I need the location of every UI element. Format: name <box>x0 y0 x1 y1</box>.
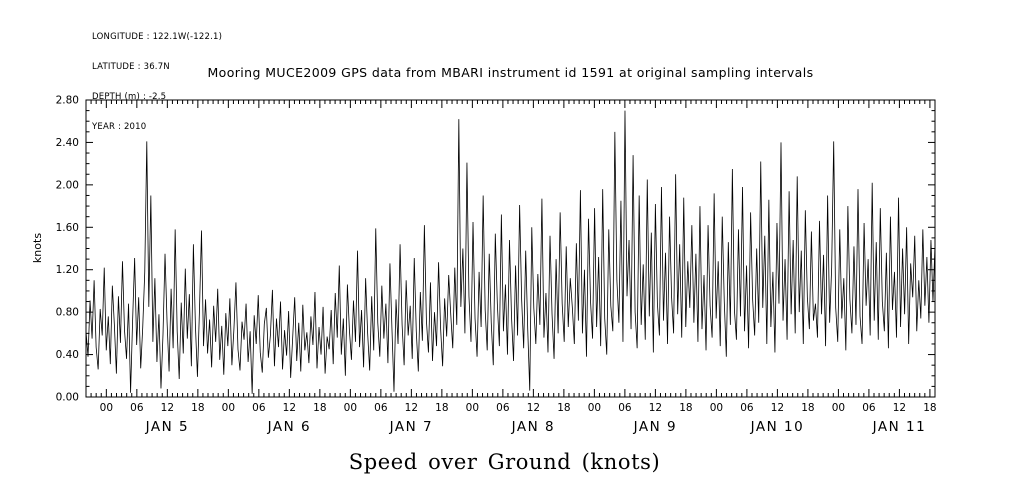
x-day-label: JAN 5 <box>145 419 189 435</box>
chart-title: Mooring MUCE2009 GPS data from MBARI ins… <box>207 65 814 80</box>
y-tick-label: 1.60 <box>56 222 79 234</box>
x-day-label: JAN 10 <box>750 419 805 435</box>
x-hour-label: 18 <box>557 402 570 414</box>
metadata-block: LONGITUDE : 122.1W(-122.1) LATITUDE : 36… <box>92 12 222 142</box>
x-hour-label: 00 <box>710 402 723 414</box>
y-tick-label: 1.20 <box>56 264 79 276</box>
x-hour-label: 06 <box>374 402 388 414</box>
x-hour-label: 18 <box>923 402 936 414</box>
x-hour-label: 06 <box>740 402 754 414</box>
x-hour-label: 06 <box>252 402 266 414</box>
x-hour-label: 18 <box>435 402 448 414</box>
x-hour-label: 18 <box>313 402 326 414</box>
x-day-label: JAN 9 <box>633 419 677 435</box>
x-hour-label: 12 <box>771 402 784 414</box>
x-hour-label: 12 <box>283 402 296 414</box>
x-hour-label: 12 <box>405 402 418 414</box>
x-hour-label: 00 <box>100 402 113 414</box>
x-hour-label: 12 <box>893 402 906 414</box>
x-hour-label: 00 <box>466 402 479 414</box>
metadata-latitude: LATITUDE : 36.7N <box>92 62 170 72</box>
x-hour-label: 00 <box>344 402 357 414</box>
x-day-label: JAN 11 <box>872 419 927 435</box>
x-hour-label: 12 <box>527 402 540 414</box>
metadata-longitude: LONGITUDE : 122.1W(-122.1) <box>92 32 223 42</box>
y-tick-label: 0.40 <box>56 349 79 361</box>
x-day-label: JAN 7 <box>389 419 433 435</box>
x-hour-label: 06 <box>130 402 144 414</box>
metadata-year: YEAR : 2010 <box>92 122 147 132</box>
y-tick-label: 2.00 <box>56 179 79 191</box>
x-hour-label: 18 <box>679 402 692 414</box>
x-hour-label: 12 <box>161 402 174 414</box>
x-hour-label: 06 <box>862 402 876 414</box>
x-day-label: JAN 8 <box>511 419 555 435</box>
y-tick-label: 0.00 <box>56 392 79 404</box>
x-hour-label: 18 <box>191 402 204 414</box>
y-tick-label: 2.40 <box>56 137 79 149</box>
y-tick-label: 0.80 <box>56 307 79 319</box>
x-hour-label: 00 <box>832 402 845 414</box>
x-hour-label: 12 <box>649 402 662 414</box>
x-hour-label: 00 <box>588 402 601 414</box>
x-hour-label: 18 <box>801 402 814 414</box>
x-hour-label: 06 <box>618 402 632 414</box>
x-hour-label: 06 <box>496 402 510 414</box>
metadata-depth: DEPTH (m) : -2.5 <box>92 92 167 102</box>
y-tick-label: 2.80 <box>56 95 79 107</box>
speed-over-ground-series-line <box>85 110 936 394</box>
plot-footer-title: Speed over Ground (knots) <box>348 450 661 474</box>
x-day-label: JAN 6 <box>267 419 311 435</box>
x-hour-label: 00 <box>222 402 235 414</box>
plot-frame <box>85 99 936 398</box>
